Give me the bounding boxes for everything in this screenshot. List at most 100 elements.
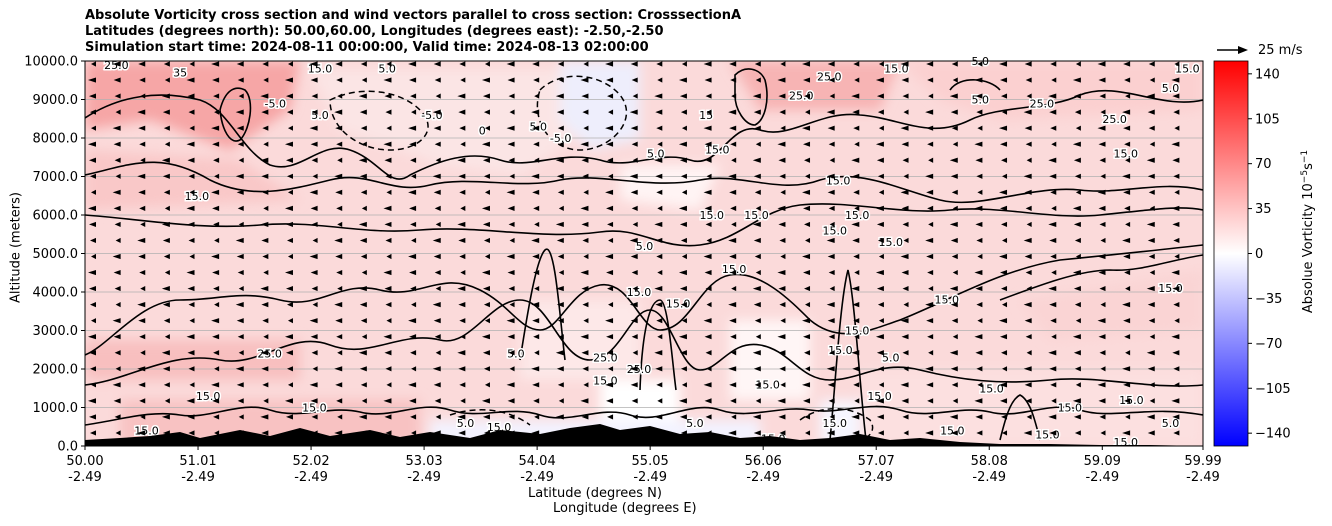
wind-vector	[335, 382, 343, 388]
wind-vector	[336, 205, 343, 211]
wind-vector	[631, 205, 638, 211]
wind-vector	[309, 61, 318, 67]
wind-vector	[1171, 334, 1180, 340]
contour-label: 5.0	[507, 348, 525, 361]
wind-vector	[89, 414, 96, 420]
wind-vector	[1074, 109, 1081, 115]
wind-vector	[483, 302, 490, 308]
wind-vector	[533, 269, 540, 276]
wind-vector	[728, 302, 737, 308]
wind-vector	[1024, 125, 1032, 131]
wind-vector	[875, 205, 884, 211]
wind-vector	[829, 414, 835, 420]
wind-vector	[458, 430, 466, 436]
wind-vector	[358, 350, 367, 356]
x-tick-label-lon: -2.49	[68, 470, 102, 485]
wind-vector	[949, 157, 958, 163]
wind-vector	[309, 253, 318, 260]
wind-vector	[1051, 269, 1057, 276]
wind-vector	[950, 173, 958, 179]
wind-vector	[631, 269, 638, 276]
wind-vector	[1174, 253, 1180, 260]
wind-vector	[410, 93, 417, 99]
wind-vector	[260, 157, 269, 163]
colorbar-ticks: 140 105 70 35 0 −35 −70 −105 −140	[1248, 67, 1291, 442]
wind-vector	[507, 141, 515, 147]
wind-vector	[286, 173, 293, 179]
wind-vector	[260, 221, 269, 228]
wind-vector	[409, 334, 417, 340]
wind-vector	[851, 350, 860, 356]
wind-vector	[804, 350, 811, 356]
wind-vector	[337, 285, 343, 292]
wind-vector	[1147, 237, 1155, 244]
wind-vector	[534, 221, 540, 228]
wind-vector	[630, 189, 638, 195]
contour-label: 15.0	[823, 224, 848, 237]
wind-vector	[112, 189, 121, 195]
wind-vector	[1149, 334, 1155, 340]
wind-vector	[778, 157, 786, 163]
wind-vector	[483, 109, 490, 115]
wind-vector	[1174, 382, 1180, 388]
wind-vector	[804, 93, 811, 99]
wind-vector	[777, 334, 786, 340]
wind-vector	[1125, 93, 1131, 99]
x-tick-label-lon: -2.49	[520, 470, 554, 485]
wind-vector	[680, 109, 687, 115]
contour-label: 15.0	[666, 298, 691, 311]
wind-vector	[1122, 302, 1131, 308]
wind-vector	[1023, 302, 1032, 308]
wind-vector	[1002, 302, 1008, 308]
wind-vector	[829, 285, 835, 292]
wind-vector	[1075, 382, 1081, 388]
wind-vector	[508, 93, 515, 99]
wind-vector	[408, 318, 417, 324]
wind-vector	[827, 318, 835, 324]
y-tick-label: 7000.0	[33, 170, 79, 185]
x-tick-label-lat: 59.99	[1184, 454, 1221, 469]
wind-vector	[186, 77, 195, 83]
wind-vector	[630, 61, 638, 67]
wind-vector	[261, 430, 269, 436]
wind-vector	[236, 318, 244, 324]
wind-vector	[581, 285, 589, 292]
wind-vector	[1173, 109, 1180, 115]
wind-vector	[877, 109, 884, 115]
wind-vector	[730, 205, 737, 211]
wind-vector	[951, 318, 958, 324]
wind-vector	[1173, 366, 1180, 372]
wind-vector	[632, 221, 638, 228]
wind-vector	[385, 109, 392, 115]
wind-vector	[999, 318, 1008, 324]
wind-vector	[1172, 414, 1180, 420]
wind-vector	[555, 157, 564, 163]
wind-vector	[780, 382, 786, 388]
wind-vector	[555, 93, 564, 99]
wind-vector	[1147, 366, 1155, 372]
wind-vector	[952, 205, 958, 211]
wind-vector	[114, 221, 121, 228]
wind-vector	[533, 334, 540, 340]
wind-vector	[903, 173, 909, 179]
wind-vector	[1049, 109, 1057, 115]
wind-vector	[432, 237, 441, 244]
wind-vector	[974, 141, 983, 147]
wind-vector	[1171, 269, 1180, 276]
wind-vector	[481, 269, 490, 276]
colorbar-tick-label: −105	[1255, 382, 1291, 397]
wind-vector	[1048, 285, 1057, 292]
wind-vector	[508, 221, 515, 228]
wind-vector	[605, 318, 614, 324]
wind-vector	[706, 366, 712, 372]
wind-vector	[411, 173, 417, 179]
wind-vector	[91, 125, 96, 131]
colorbar-tick-label: −70	[1255, 337, 1282, 352]
wind-vector	[260, 93, 269, 99]
wind-vector	[261, 302, 269, 308]
wind-vector	[706, 237, 712, 244]
wind-vector	[88, 141, 96, 147]
wind-vector	[999, 382, 1008, 388]
wind-vector	[187, 221, 195, 228]
wind-vector	[1025, 77, 1032, 83]
